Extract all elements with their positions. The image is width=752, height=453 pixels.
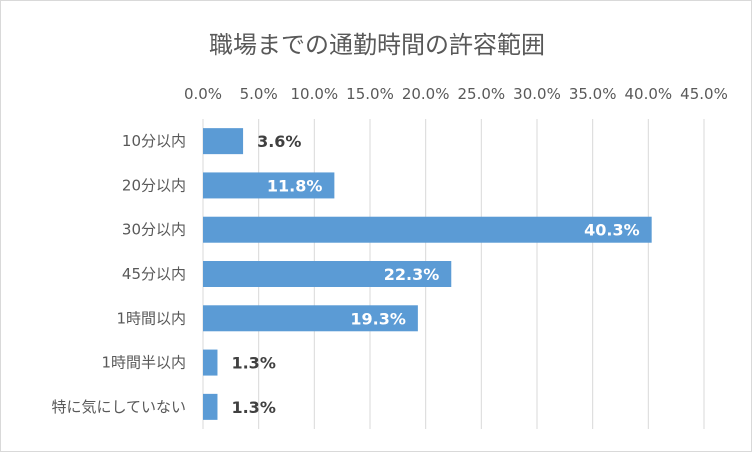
x-tick-label: 15.0% [346,85,394,103]
x-tick-label: 45.0% [680,85,728,103]
data-label: 1.3% [231,398,275,417]
x-tick-label: 10.0% [291,85,339,103]
bar [203,305,418,332]
bar [203,261,452,287]
data-label: 11.8% [267,176,323,195]
category-label: 10分以内 [122,132,186,150]
chart-title: 職場までの通勤時間の許容範囲 [209,31,545,59]
x-tick-label: 5.0% [240,85,278,103]
category-label: 1時間以内 [116,309,186,327]
bar [203,128,244,155]
bar [203,349,218,376]
category-label: 30分以内 [122,221,186,239]
data-label: 3.6% [257,132,301,151]
bar [203,216,652,243]
data-label: 22.3% [384,265,440,284]
category-label: 45分以内 [122,265,186,283]
bar [203,172,335,199]
x-tick-label: 25.0% [458,85,506,103]
data-label: 40.3% [584,221,640,240]
x-tick-label: 0.0% [184,85,222,103]
category-label: 20分以内 [122,176,186,194]
category-label: 特に気にしていない [51,398,186,416]
x-tick-label: 20.0% [402,85,450,103]
category-label: 1時間半以内 [101,354,186,372]
data-label: 1.3% [231,354,275,373]
data-label: 19.3% [350,309,406,328]
x-tick-label: 30.0% [513,85,561,103]
x-tick-label: 35.0% [569,85,617,103]
x-tick-label: 40.0% [625,85,673,103]
bar [203,393,218,420]
